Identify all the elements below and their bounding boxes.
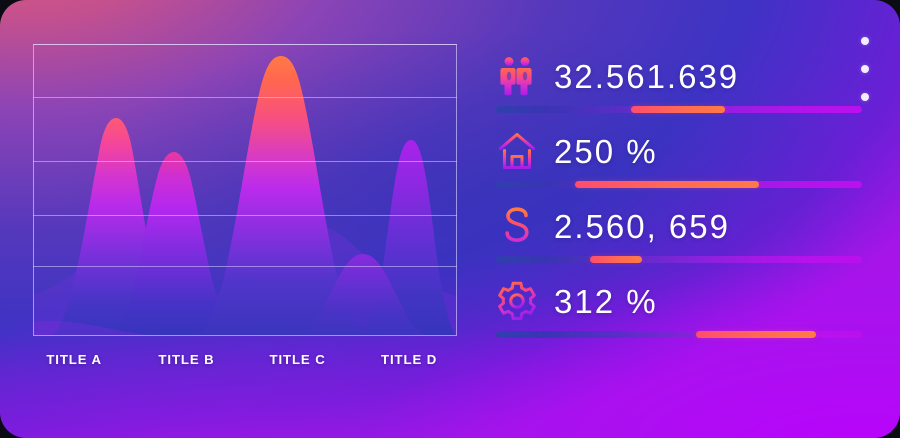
chart-gridline [33, 161, 457, 163]
stat-row-revenue[interactable]: 2.560, 659 [494, 198, 864, 266]
stat-users-content: 32.561.639 [494, 48, 739, 104]
chart-x-label-title-a: TITLE A [46, 352, 102, 367]
stat-row-settings[interactable]: 312 % [494, 273, 864, 341]
chart-x-label-title-c: TITLE C [269, 352, 326, 367]
home-icon [494, 125, 540, 177]
stat-settings-content: 312 % [494, 273, 658, 329]
stat-settings-value: 312 % [554, 282, 658, 320]
chart-mountains [33, 56, 457, 336]
stat-home-bar-fill [575, 181, 759, 188]
more-menu-dot [861, 37, 869, 45]
stat-revenue-bar-track[interactable] [496, 256, 862, 263]
stat-row-users[interactable]: 32.561.639 [494, 48, 864, 116]
stat-home-value: 250 % [554, 132, 658, 170]
chart-gridline [33, 97, 457, 99]
stat-revenue-value: 2.560, 659 [554, 207, 730, 245]
chart-gridline [33, 215, 457, 217]
chart-x-label-title-b: TITLE B [158, 352, 215, 367]
area-chart [33, 44, 457, 336]
chart-x-axis-labels: TITLE A TITLE B TITLE C TITLE D [33, 352, 457, 376]
dollar-icon [494, 200, 540, 252]
chart-gridline [33, 265, 457, 267]
stat-row-home[interactable]: 250 % [494, 123, 864, 191]
chart-x-label-title-d: TITLE D [381, 352, 438, 367]
stat-revenue-bar-fill [590, 256, 642, 263]
more-menu-dot [861, 65, 869, 73]
gear-icon [494, 275, 540, 327]
stat-settings-bar-track[interactable] [496, 331, 862, 338]
more-options-menu-icon[interactable] [857, 37, 873, 101]
stats-list: 32.561.639 [494, 48, 864, 348]
users-icon [494, 50, 540, 102]
stat-home-content: 250 % [494, 123, 658, 179]
stat-users-bar-fill [630, 106, 726, 113]
chart-gridline [33, 44, 457, 45]
stat-revenue-content: 2.560, 659 [494, 198, 730, 254]
stat-users-value: 32.561.639 [554, 57, 740, 95]
stat-settings-bar-fill [695, 331, 816, 338]
more-menu-dot [861, 93, 869, 101]
